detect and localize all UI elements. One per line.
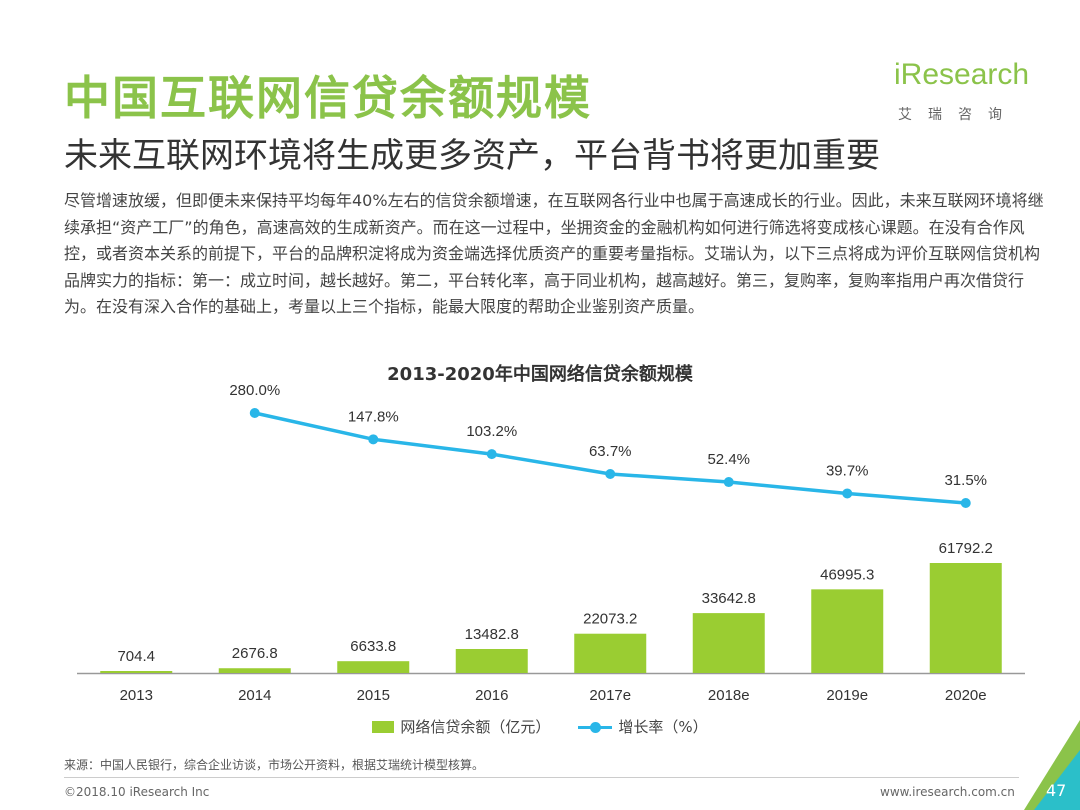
bar-2019e bbox=[811, 589, 884, 673]
corner-decoration bbox=[1024, 720, 1080, 810]
x-tick-label-2020e: 2020e bbox=[945, 687, 987, 704]
page-subtitle: 未来互联网环境将生成更多资产，平台背书将更加重要 bbox=[64, 136, 880, 176]
bar-value-label-2020e: 61792.2 bbox=[939, 540, 993, 557]
growth-label-2017e: 63.7% bbox=[589, 443, 632, 460]
x-tick-label-2014: 2014 bbox=[238, 687, 271, 704]
chart-labels: 704.4 2013 2676.8 2014 6633.8 2015 13482.8 2016… bbox=[117, 382, 992, 704]
bar-2016 bbox=[455, 648, 528, 673]
footer-divider bbox=[64, 777, 1019, 778]
bar-value-label-2013: 704.4 bbox=[117, 648, 155, 665]
iresearch-logo: iResearch 艾瑞咨询 bbox=[894, 58, 1034, 126]
legend-line-label: 增长率（%） bbox=[618, 718, 708, 736]
bar-value-label-2019e: 46995.3 bbox=[820, 566, 874, 583]
bar-2017e bbox=[574, 633, 647, 673]
legend-bar-swatch bbox=[372, 720, 395, 733]
growth-point-2015 bbox=[368, 434, 379, 445]
bar-value-label-2016: 13482.8 bbox=[465, 626, 519, 643]
growth-point-2016 bbox=[486, 449, 497, 460]
bar-value-label-2017e: 22073.2 bbox=[583, 611, 637, 628]
growth-label-2014: 280.0% bbox=[229, 382, 280, 399]
page-number: 47 bbox=[1046, 781, 1067, 800]
body-paragraph: 尽管增速放缓，但即便未来保持平均每年40%左右的信贷余额增速，在互联网各行业中也… bbox=[64, 191, 1044, 316]
bar-value-label-2015: 6633.8 bbox=[350, 638, 396, 655]
x-tick-label-2016: 2016 bbox=[475, 687, 508, 704]
growth-point-2018e bbox=[723, 477, 734, 488]
bar-value-label-2014: 2676.8 bbox=[232, 645, 278, 662]
growth-label-2015: 147.8% bbox=[348, 408, 399, 425]
chart-legend: 网络信贷余额（亿元） 增长率（%） bbox=[0, 716, 1080, 737]
growth-point-2017e bbox=[605, 468, 616, 479]
growth-point-2019e bbox=[842, 488, 853, 499]
x-tick-label-2015: 2015 bbox=[357, 687, 390, 704]
legend-bar-label: 网络信贷余额（亿元） bbox=[400, 718, 551, 736]
bar-2020e bbox=[929, 563, 1002, 673]
bar-2014 bbox=[218, 668, 291, 673]
legend-item-bar: 网络信贷余额（亿元） bbox=[372, 716, 550, 737]
legend-line-swatch bbox=[578, 721, 613, 733]
growth-point-2020e bbox=[960, 498, 971, 508]
logo-brand: iResearch bbox=[894, 58, 1030, 91]
x-tick-label-2019e: 2019e bbox=[826, 687, 868, 704]
x-tick-label-2017e: 2017e bbox=[589, 687, 631, 704]
legend-item-line: 增长率（%） bbox=[578, 716, 708, 737]
source-note: 来源：中国人民银行，综合企业访谈，市场公开资料，根据艾瑞统计模型核算。 bbox=[64, 758, 485, 772]
growth-label-2016: 103.2% bbox=[466, 423, 517, 440]
growth-label-2018e: 52.4% bbox=[707, 451, 750, 468]
copyright: ©2018.10 iResearch Inc bbox=[64, 785, 210, 799]
bar-2015 bbox=[337, 661, 410, 673]
line-series bbox=[249, 408, 971, 508]
bar-2013 bbox=[100, 671, 173, 673]
website-link[interactable]: www.iresearch.com.cn bbox=[880, 785, 1015, 799]
growth-label-2020e: 31.5% bbox=[944, 472, 987, 489]
x-tick-label-2018e: 2018e bbox=[708, 687, 750, 704]
x-tick-label-2013: 2013 bbox=[120, 687, 153, 704]
bar-series bbox=[77, 563, 1025, 675]
growth-label-2019e: 39.7% bbox=[826, 462, 869, 479]
logo-subtitle: 艾瑞咨询 bbox=[898, 107, 1018, 123]
bar-value-label-2018e: 33642.8 bbox=[702, 590, 756, 607]
bar-2018e bbox=[692, 613, 765, 673]
growth-point-2014 bbox=[249, 408, 260, 418]
chart-title: 2013-2020年中国网络信贷余额规模 bbox=[387, 364, 693, 385]
page-title: 中国互联网信贷余额规模 bbox=[64, 71, 592, 125]
